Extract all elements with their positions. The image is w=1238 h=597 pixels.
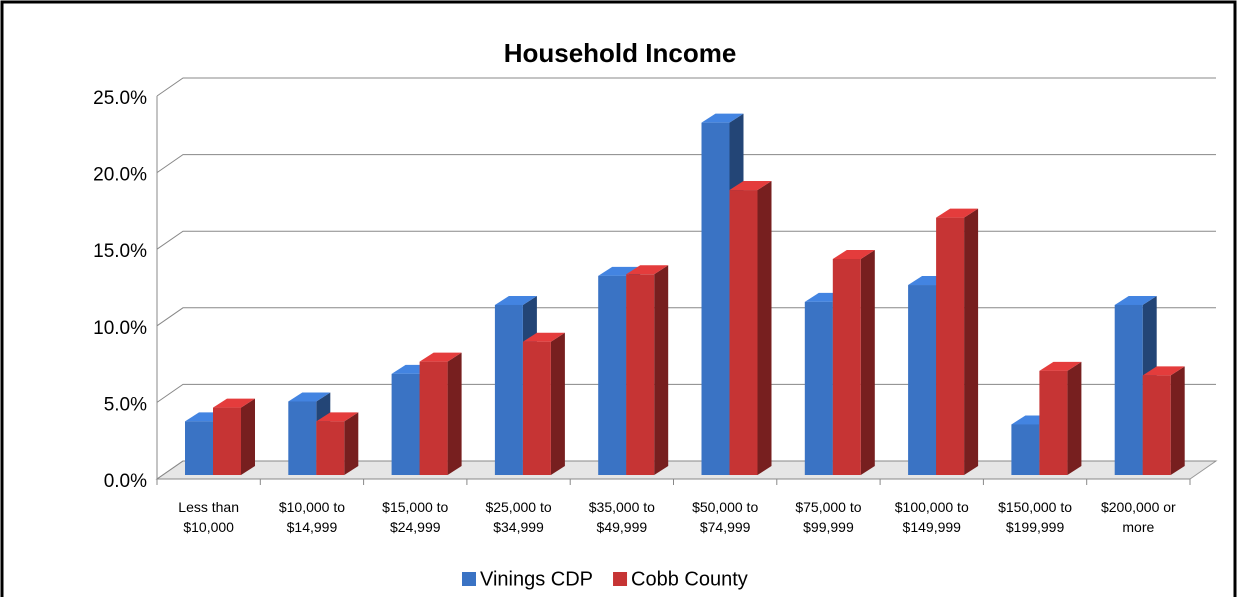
legend-label: Vinings CDP (480, 568, 593, 590)
y-tick-label: 0.0% (104, 471, 147, 492)
x-tick-label: $15,000 to $24,999 (382, 499, 448, 535)
bar-top (1039, 361, 1082, 371)
bar (522, 341, 551, 475)
bar (419, 361, 448, 475)
bar (316, 421, 345, 475)
y-tick-label: 10.0% (93, 318, 147, 339)
x-tick-label: $200,000 or more (1101, 499, 1176, 535)
chart-title: Household Income (504, 38, 737, 68)
bar-top (832, 249, 875, 259)
bar-top (701, 113, 744, 123)
bar-side (447, 352, 462, 475)
bar (729, 190, 758, 475)
y-tick-label: 15.0% (93, 241, 147, 262)
x-tick-label: $150,000 to $199,999 (998, 499, 1072, 535)
bar-side (964, 208, 979, 475)
bar-top (522, 332, 565, 342)
bar-top (419, 352, 462, 362)
x-tick-label: $100,000 to $149,999 (895, 499, 969, 535)
bar (1114, 304, 1143, 475)
y-tick-label: 25.0% (93, 88, 147, 109)
bar (1039, 370, 1068, 475)
bar-side (344, 412, 359, 475)
legend-swatch (613, 572, 628, 586)
bar (598, 275, 627, 475)
bar (391, 373, 420, 475)
x-tick-label: $25,000 to $34,999 (485, 499, 551, 535)
bar-side (1067, 361, 1082, 475)
bar (626, 274, 655, 475)
grid-line (156, 230, 1216, 250)
bar (494, 304, 523, 475)
bar-top (1114, 295, 1157, 305)
bar (832, 258, 861, 475)
bar (288, 401, 317, 475)
x-tick-label: $35,000 to $49,999 (589, 499, 655, 535)
grid-line (156, 77, 1216, 97)
legend-label: Cobb County (631, 568, 748, 590)
bar (936, 217, 965, 475)
bar-side (1170, 366, 1185, 475)
bar (1011, 424, 1040, 475)
legend-swatch (462, 572, 476, 586)
x-tick-label: Less than $10,000 (178, 499, 239, 535)
bar (804, 301, 833, 475)
bar-top (288, 392, 331, 402)
bar-side (241, 398, 255, 475)
bar-top (729, 181, 772, 191)
bar (1142, 375, 1171, 475)
bar-top (936, 208, 979, 218)
bar-side (550, 332, 565, 475)
bar-top (1142, 366, 1185, 376)
bar (908, 285, 937, 475)
bar (701, 122, 730, 475)
bar-side (654, 265, 669, 475)
y-tick-label: 20.0% (93, 165, 147, 186)
y-tick-label: 5.0% (104, 394, 147, 415)
bar-top (213, 398, 255, 408)
bar-side (757, 181, 772, 475)
bar-top (316, 412, 359, 422)
x-tick-label: $10,000 to $14,999 (279, 499, 345, 535)
bar-side (860, 249, 875, 475)
bar (185, 421, 213, 475)
bar-top (626, 265, 669, 275)
x-tick-label: $50,000 to $74,999 (692, 499, 758, 535)
x-tick-label: $75,000 to $99,999 (795, 499, 861, 535)
grid-line (156, 154, 1216, 174)
bar (213, 407, 241, 475)
bar-top (494, 295, 537, 305)
